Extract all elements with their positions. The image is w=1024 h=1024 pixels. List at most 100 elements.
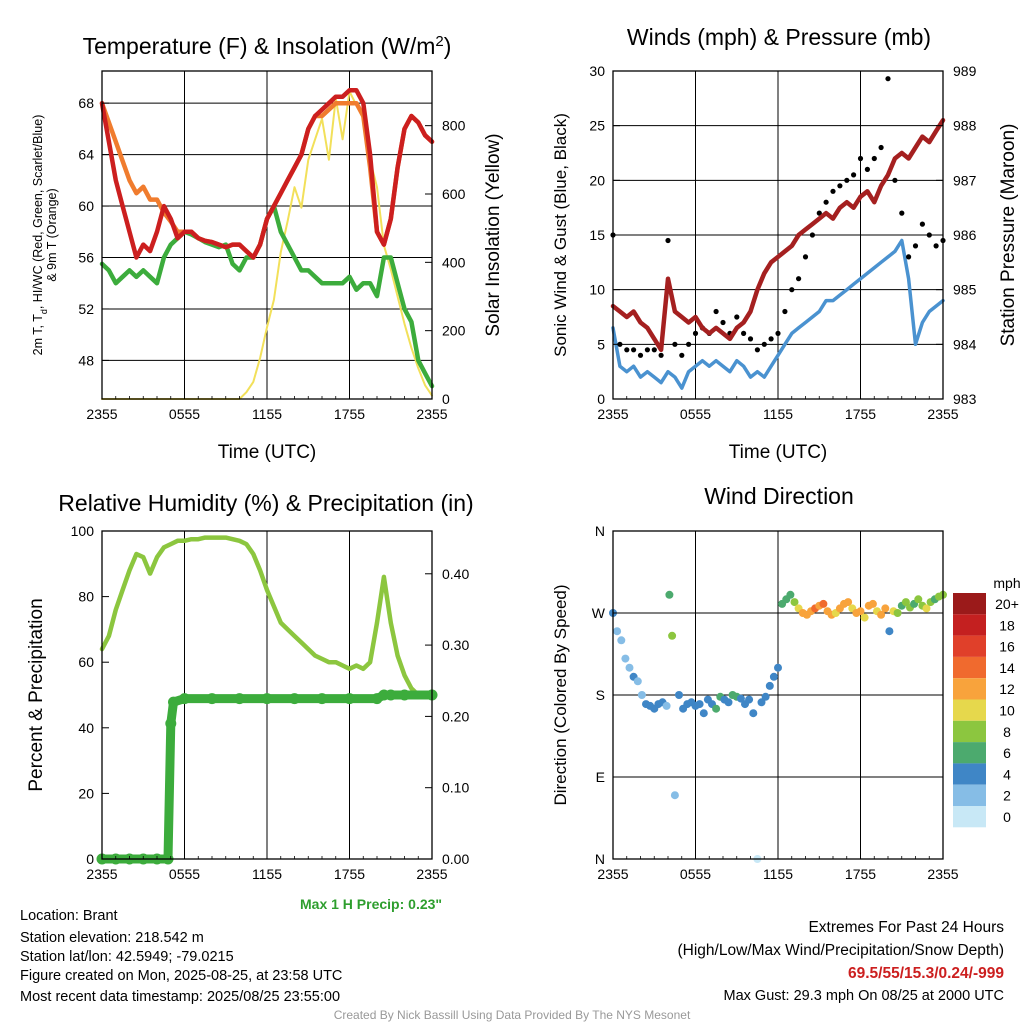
y-tick-label: 20 — [78, 785, 94, 801]
x-tick-label: 0555 — [680, 406, 711, 422]
wind-direction-point — [633, 677, 642, 686]
colorbar-label: 6 — [1003, 745, 1011, 761]
winds-ylabel: Sonic Wind & Gust (Blue, Black) — [551, 113, 570, 357]
y-tick-label: 0 — [597, 391, 605, 407]
y2-tick-label: 0.20 — [442, 708, 469, 724]
gust-point — [672, 341, 678, 347]
x-tick-label: 2355 — [86, 406, 117, 422]
wind-direction-point — [885, 627, 894, 636]
credit-text: Created By Nick Bassill Using Data Provi… — [333, 1008, 691, 1022]
wind-direction-point — [786, 590, 795, 599]
y-tick-label: W — [592, 605, 606, 621]
winds-title: Winds (mph) & Pressure (mb) — [627, 24, 931, 50]
wind-direction-point — [745, 695, 754, 704]
x-tick-label: 1155 — [763, 406, 793, 422]
gust-point — [734, 314, 740, 320]
y-tick-label: 52 — [78, 301, 94, 317]
x-tick-label: 2355 — [416, 866, 447, 882]
colorbar-label: 16 — [999, 639, 1015, 655]
y2-tick-label: 0.00 — [442, 851, 469, 867]
y-tick-label: 60 — [78, 654, 94, 670]
gust-point — [892, 177, 898, 183]
y2-tick-label: 400 — [442, 254, 466, 270]
x-tick-label: 1155 — [763, 866, 793, 882]
gust-point — [761, 341, 767, 347]
y2-tick-label: 200 — [442, 323, 466, 339]
gust-point — [844, 177, 850, 183]
x-tick-label: 2355 — [416, 406, 447, 422]
y-tick-label: 25 — [589, 118, 605, 134]
gust-point — [830, 188, 836, 194]
colorbar-swatch — [953, 784, 986, 806]
wind-direction-point — [893, 609, 902, 617]
x-tick-label: 1755 — [845, 406, 876, 422]
y-tick-label: 64 — [78, 147, 94, 163]
wind-direction-point — [695, 700, 704, 709]
gust-point — [720, 319, 726, 326]
x-tick-label: 2355 — [597, 406, 628, 422]
colorbar-swatch — [953, 635, 986, 657]
wind-direction-point — [699, 709, 708, 718]
colorbar-label: 14 — [999, 660, 1015, 676]
wind-direction-point — [621, 654, 630, 663]
y-tick-label: 80 — [78, 589, 94, 605]
gust-point — [878, 144, 884, 151]
x-tick-label: 2355 — [927, 866, 958, 882]
gust-point — [789, 287, 795, 293]
gust-point — [802, 254, 809, 260]
wind-direction-point — [761, 692, 770, 701]
gust-point — [796, 276, 802, 282]
y-tick-label: 10 — [589, 282, 605, 298]
colorbar-swatch — [953, 678, 986, 700]
gust-point — [624, 347, 630, 353]
winds-y2label: Station Pressure (Maroon) — [998, 124, 1019, 347]
location-text: Location: Brant — [20, 908, 118, 924]
colorbar-label: 12 — [999, 681, 1015, 697]
svg-text:& 9m T (Orange): & 9m T (Orange) — [45, 188, 59, 281]
gust-point — [906, 254, 912, 260]
precipitation-point — [165, 718, 177, 729]
x-tick-label: 0555 — [680, 866, 711, 882]
gust-point — [631, 347, 637, 353]
wind-direction-point — [868, 599, 877, 608]
wind-direction-point — [637, 691, 646, 699]
winds-xlabel: Time (UTC) — [729, 442, 828, 463]
colorbar-swatch — [953, 699, 986, 721]
gust-point — [864, 166, 871, 172]
colorbar-swatch — [953, 656, 986, 679]
y-tick-label: 30 — [589, 63, 605, 79]
colorbar-swatch — [953, 742, 986, 764]
gust-point — [686, 341, 692, 347]
y2-tick-label: 0 — [442, 391, 450, 407]
created-text: Figure created on Mon, 2025-08-25, at 23… — [20, 968, 343, 984]
temperature-2m-line — [99, 88, 435, 260]
precipitation-point — [399, 689, 410, 701]
extremes-values: 69.5/55/15.3/0.24/-999 — [848, 965, 1004, 982]
wind-direction-point — [617, 636, 626, 645]
colorbar-title: mph — [993, 575, 1020, 591]
temperature-y2label: Solar Insolation (Yellow) — [483, 133, 504, 336]
gust-point — [871, 155, 877, 162]
precipitation-point — [168, 696, 179, 708]
wind-direction-title: Wind Direction — [704, 483, 854, 509]
gust-point — [754, 347, 761, 353]
wind-direction-point — [914, 595, 923, 604]
precipitation-point — [261, 693, 273, 705]
precipitation-point — [344, 693, 355, 705]
colorbar-label: 0 — [1003, 809, 1011, 825]
winds-panel: Winds (mph) & Pressure (mb) 2355 0555 1155… — [551, 24, 1019, 463]
wind-direction-point — [613, 627, 622, 636]
x-tick-label: 1755 — [845, 866, 876, 882]
humidity-panel: Relative Humidity (%) & Precipitation (i… — [26, 490, 474, 882]
y2-tick-label: 985 — [953, 282, 977, 298]
colorbar-swatch — [953, 763, 986, 785]
gust-point — [651, 347, 657, 353]
y-tick-label: 20 — [589, 172, 605, 188]
precipitation-point — [385, 689, 397, 701]
y2-tick-label: 600 — [442, 186, 466, 202]
wind-direction-point — [856, 607, 865, 616]
gust-point — [919, 221, 926, 227]
y2-tick-label: 0.40 — [442, 566, 469, 582]
y-tick-label: 100 — [71, 523, 95, 539]
gust-point — [747, 336, 754, 342]
